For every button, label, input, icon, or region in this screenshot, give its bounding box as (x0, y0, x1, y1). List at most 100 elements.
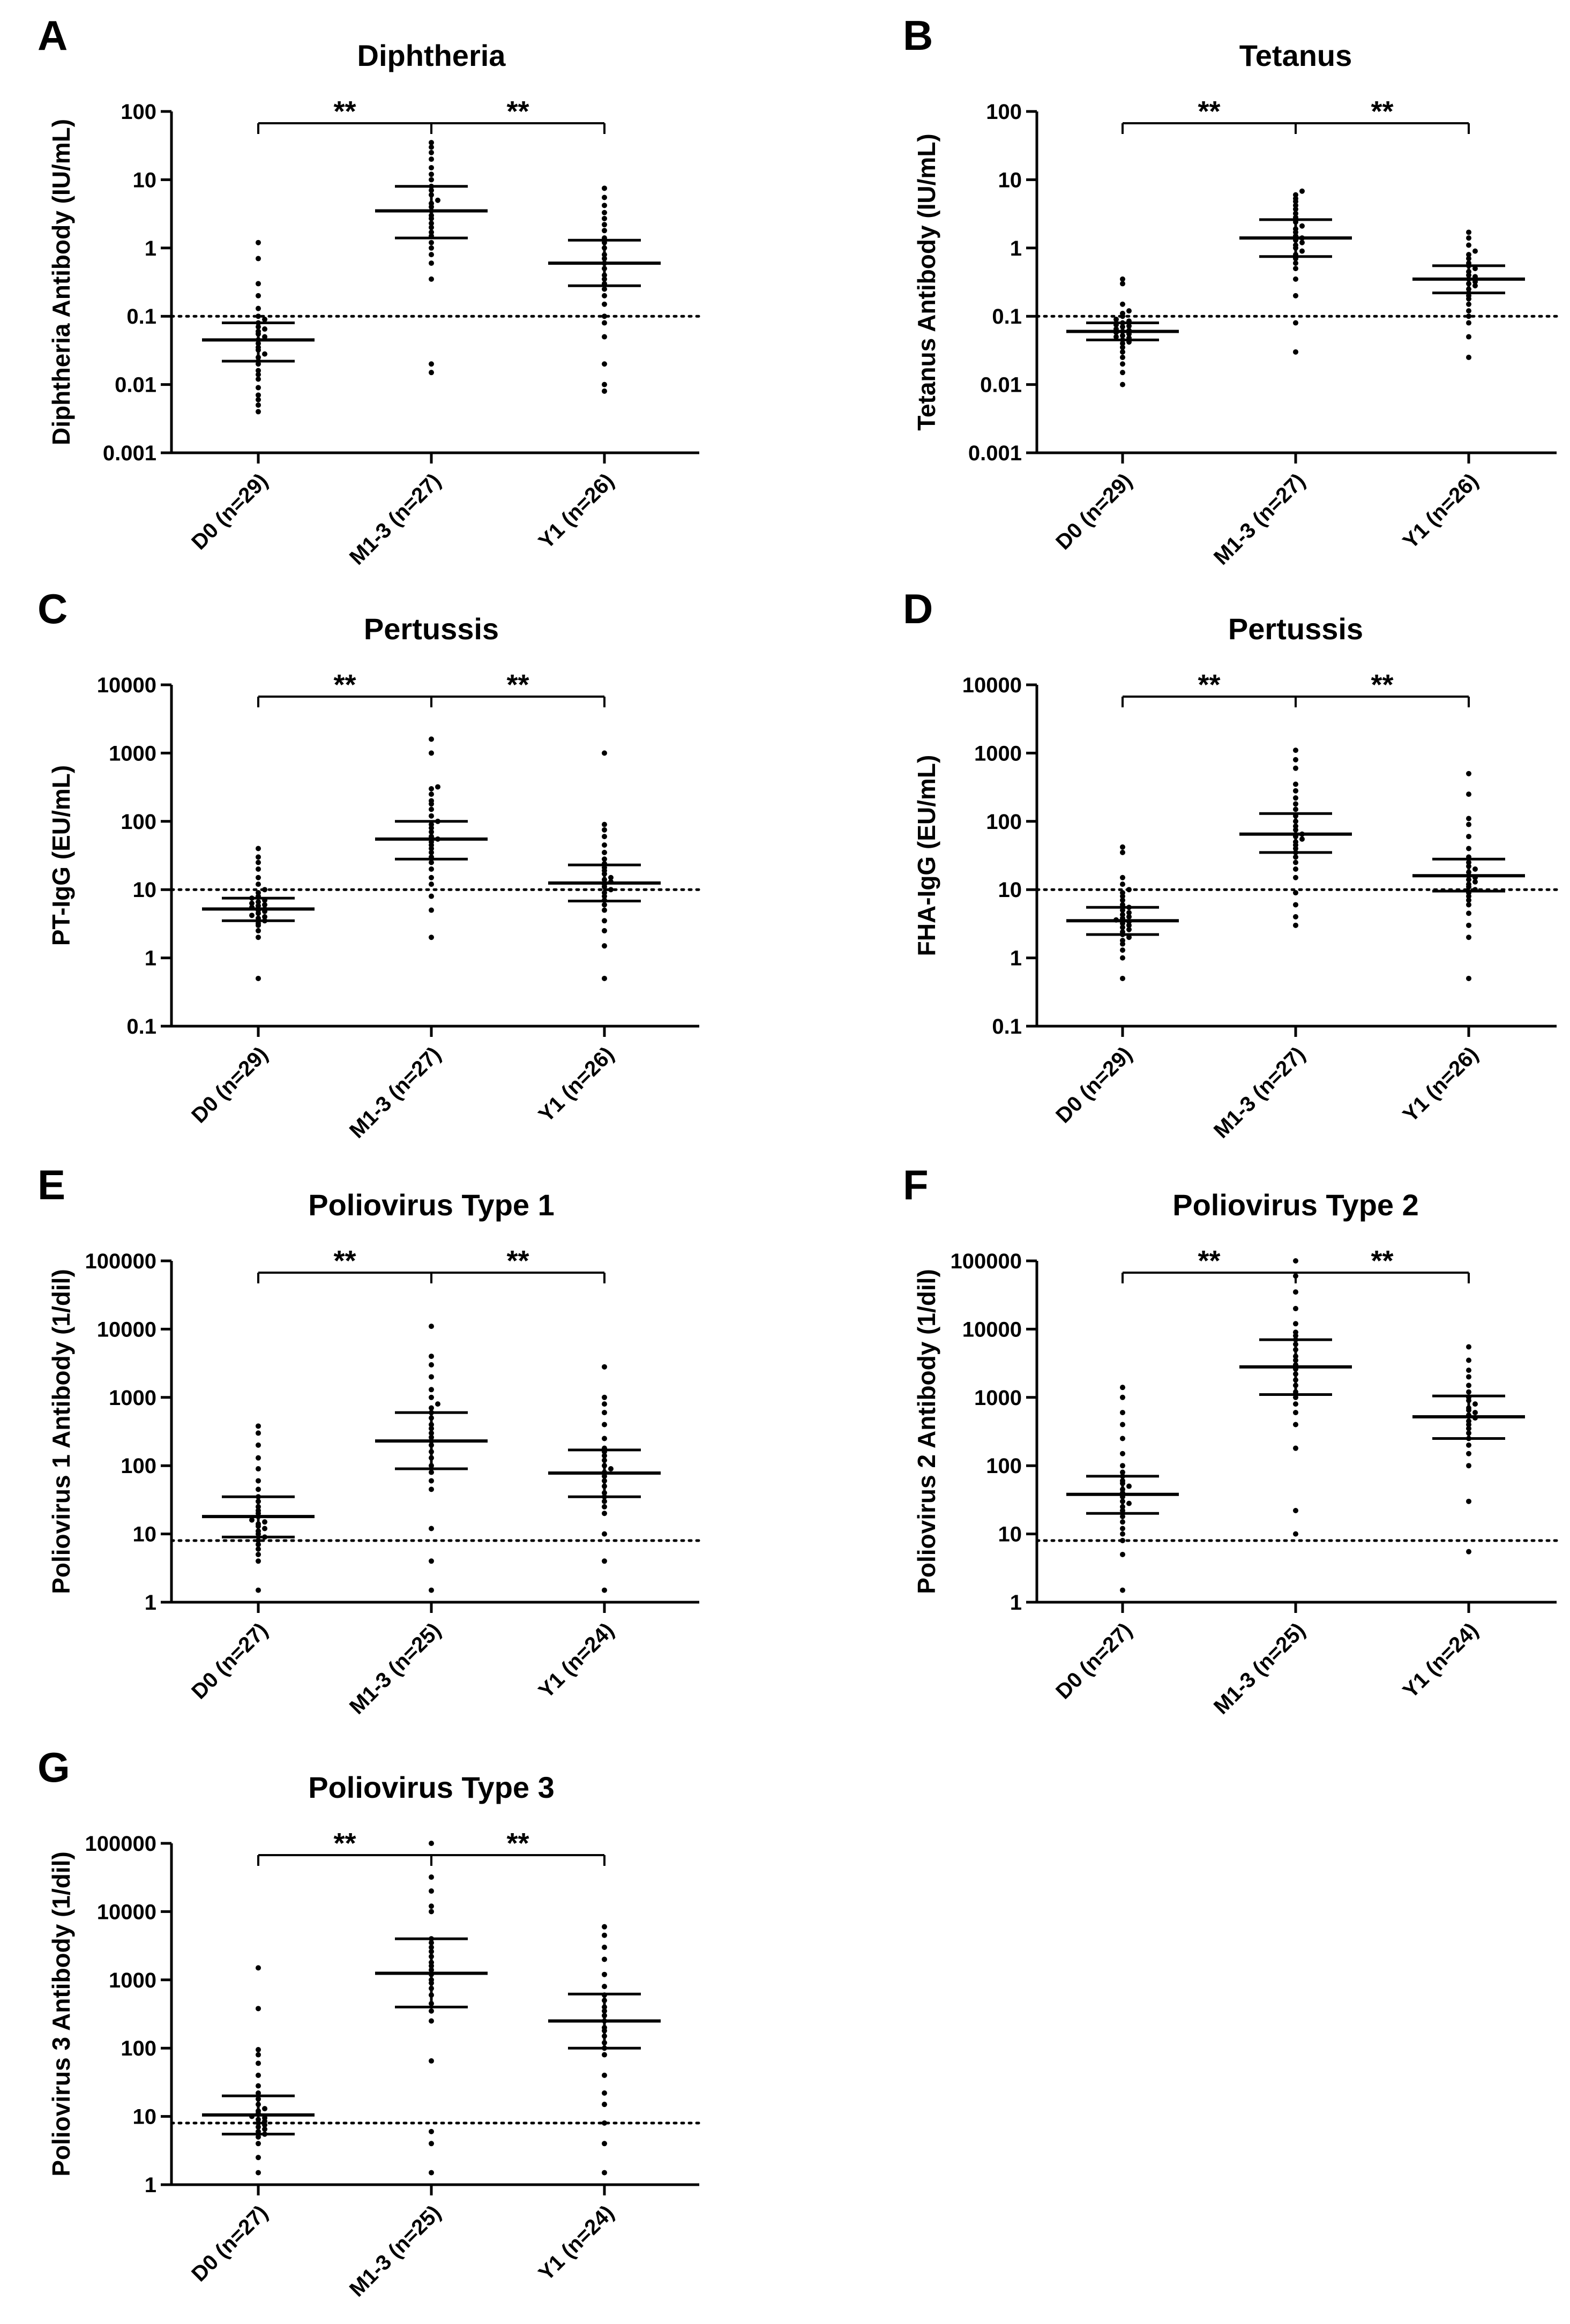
data-point (262, 334, 267, 340)
data-point (1120, 1385, 1125, 1391)
data-point (256, 881, 261, 887)
panel-letter: A (38, 12, 68, 59)
data-point (256, 928, 261, 933)
data-point (1120, 1587, 1125, 1593)
y-axis-label: Poliovirus 1 Antibody (1/dil) (47, 1269, 75, 1594)
data-point (256, 1478, 261, 1484)
data-point (1120, 301, 1125, 307)
data-point (602, 918, 607, 924)
data-point (262, 2115, 267, 2121)
y-tick-label: 10 (998, 1523, 1022, 1546)
y-axis-label: Diphtheria Antibody (IU/mL) (47, 119, 75, 445)
data-point (429, 1469, 434, 1475)
panel-title: Pertussis (1228, 612, 1363, 646)
data-point (256, 1587, 261, 1593)
data-point (1126, 1500, 1132, 1506)
data-point (1113, 334, 1119, 340)
data-point (256, 1466, 261, 1472)
y-tick-label: 1000 (974, 1386, 1022, 1410)
data-point (1466, 1463, 1471, 1469)
y-tick-label: 10 (998, 168, 1022, 192)
data-point (1120, 1537, 1125, 1543)
data-point (429, 1558, 434, 1564)
data-point (1466, 834, 1471, 840)
data-point (429, 370, 434, 376)
data-point (1120, 1436, 1125, 1441)
data-point (1120, 345, 1125, 350)
data-point (1466, 897, 1471, 903)
significance-label: ** (333, 669, 356, 701)
data-point (256, 305, 261, 311)
data-point (256, 402, 261, 408)
data-point (1120, 361, 1125, 367)
y-tick-label: 100000 (85, 1832, 156, 1856)
data-point (429, 156, 434, 162)
data-point (602, 210, 607, 215)
y-tick-label: 100 (121, 2037, 156, 2060)
y-tick-label: 1 (145, 947, 156, 970)
data-point (1293, 1306, 1298, 1312)
data-point (1466, 354, 1471, 360)
data-point (1126, 323, 1132, 329)
x-tick-label: Y1 (n=24) (534, 2201, 619, 2285)
data-point (256, 1423, 261, 1429)
data-point (1120, 1551, 1125, 1557)
data-point (1466, 252, 1471, 258)
y-tick-label: 10 (133, 878, 157, 902)
data-point (1466, 771, 1471, 776)
data-point (429, 1874, 434, 1880)
data-point (249, 900, 255, 906)
data-point (429, 361, 434, 367)
data-point (262, 2122, 267, 2128)
data-point (256, 256, 261, 261)
data-point (1293, 1321, 1298, 1327)
data-point (1466, 235, 1471, 241)
data-point (429, 140, 434, 146)
data-point (602, 1504, 607, 1510)
data-point (262, 317, 267, 323)
data-point (1293, 192, 1298, 198)
significance-label: ** (506, 1245, 529, 1277)
data-point (1126, 922, 1132, 928)
data-point (602, 228, 607, 234)
data-point (256, 1546, 261, 1552)
data-point (602, 842, 607, 848)
data-point (602, 1511, 607, 1516)
data-point (1293, 748, 1298, 753)
data-point (429, 2141, 434, 2147)
data-point (608, 887, 614, 893)
data-point (429, 1486, 434, 1492)
data-point (1466, 313, 1471, 319)
significance-label: ** (1198, 669, 1220, 701)
data-point (256, 854, 261, 860)
y-axis-label: FHA-IgG (EU/mL) (913, 755, 940, 956)
y-tick-label: 100 (986, 1454, 1022, 1478)
data-point (429, 866, 434, 872)
y-tick-label: 1000 (974, 742, 1022, 765)
data-point (429, 1394, 434, 1400)
significance-label: ** (1198, 1245, 1220, 1277)
x-tick-label: D0 (n=27) (187, 1618, 272, 1703)
data-point (602, 203, 607, 208)
data-point (1472, 266, 1478, 272)
data-point (1466, 1368, 1471, 1373)
data-point (256, 281, 261, 287)
data-point (602, 2072, 607, 2078)
data-point (429, 798, 434, 804)
data-point (602, 293, 607, 298)
data-point (1293, 1401, 1298, 1407)
significance-label: ** (506, 95, 529, 128)
data-point (1466, 935, 1471, 940)
panel-f: F Poliovirus Type 2 1 10 100 1000 10000 100000 P… (903, 1161, 1558, 1719)
data-point (1299, 188, 1305, 194)
panel-c: C Pertussis 0.1 1 10 100 1000 10000 PT-IgG (EU/m… (38, 585, 701, 1143)
data-point (602, 2090, 607, 2096)
data-point (1120, 1422, 1125, 1428)
y-tick-label: 0.1 (992, 1015, 1022, 1038)
y-tick-label: 100 (986, 100, 1022, 124)
data-point (429, 1526, 434, 1531)
data-point (429, 935, 434, 940)
x-tick-label: D0 (n=29) (187, 469, 272, 554)
data-point (429, 813, 434, 819)
data-point (1293, 854, 1298, 860)
